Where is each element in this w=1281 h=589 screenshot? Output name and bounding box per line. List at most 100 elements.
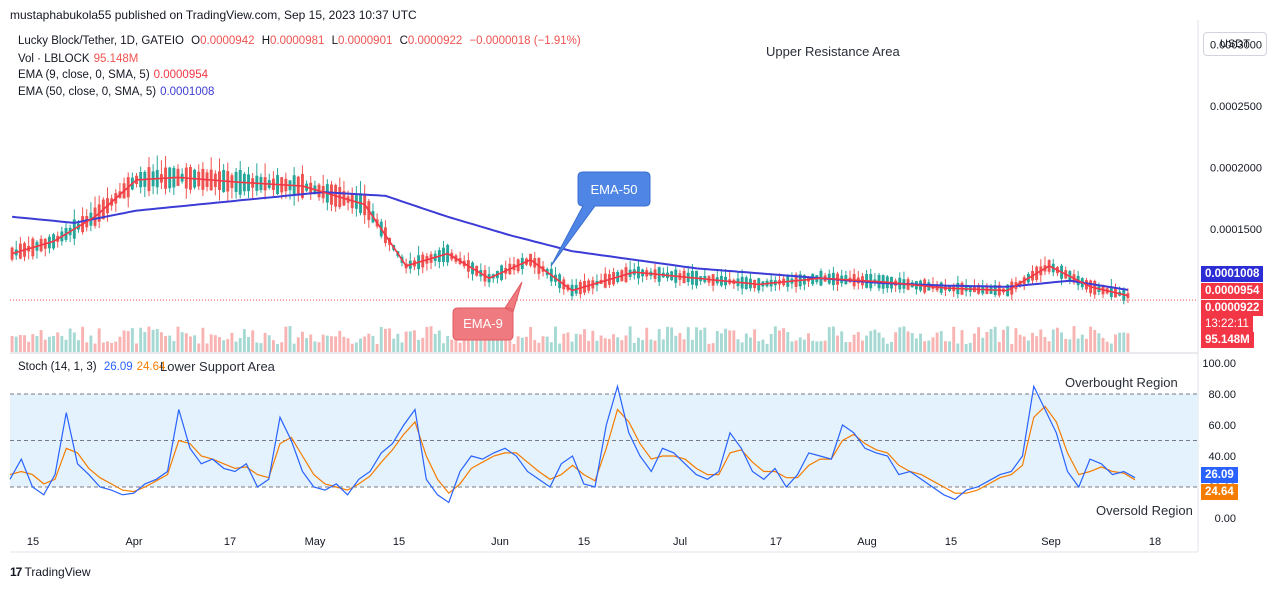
volume-bar — [914, 338, 918, 352]
volume-legend: Vol · LBLOCK 95.148M — [18, 53, 139, 65]
volume-bar — [902, 326, 906, 352]
volume-bar — [910, 333, 914, 352]
volume-bar — [1014, 328, 1018, 352]
volume-bar — [35, 335, 39, 352]
volume-bar — [968, 342, 972, 352]
volume-bar — [85, 342, 89, 352]
volume-bar — [1118, 332, 1122, 352]
volume-bar — [1097, 333, 1101, 352]
volume-bar — [524, 336, 528, 352]
time-tick-label: Aug — [857, 536, 877, 548]
volume-bar — [1039, 329, 1043, 352]
stoch-d-line — [9, 405, 1136, 495]
volume-bar — [641, 339, 645, 352]
volume-bar — [23, 335, 26, 352]
volume-bar — [1022, 336, 1026, 352]
volume-bar — [836, 335, 840, 352]
volume-bar — [923, 341, 927, 352]
volume-bar — [1084, 338, 1088, 352]
volume-bar — [686, 327, 690, 352]
volume-bar — [732, 330, 736, 352]
volume-bar — [1122, 332, 1126, 352]
volume-bar — [334, 336, 338, 352]
volume-bar — [744, 333, 748, 352]
volume-bar — [574, 333, 578, 352]
volume-bar — [666, 326, 669, 352]
volume-bar — [898, 327, 902, 352]
volume-bar — [549, 342, 553, 352]
volume-bar — [205, 343, 209, 352]
volume-bar — [616, 337, 620, 352]
volume-bar — [155, 329, 159, 352]
volume-bar — [367, 333, 371, 352]
volume-bar — [952, 326, 956, 352]
close-value: C0.0000922 — [399, 35, 463, 47]
volume-bar — [529, 326, 533, 352]
volume-bar — [865, 335, 869, 352]
volume-bar — [960, 330, 964, 352]
volume-bar — [612, 334, 616, 352]
volume-bar — [769, 333, 773, 352]
volume-bar — [1047, 341, 1051, 352]
volume-bar — [578, 334, 582, 352]
volume-bar — [1101, 337, 1105, 352]
volume-bar — [981, 337, 985, 352]
volume-bar — [271, 340, 275, 352]
volume-bar — [956, 343, 960, 352]
volume-bar — [1018, 334, 1022, 352]
volume-bar — [412, 330, 416, 352]
time-tick-label: Sep — [1041, 536, 1061, 548]
volume-bar — [927, 340, 931, 352]
volume-bar — [570, 341, 574, 352]
volume-bar — [1072, 326, 1076, 352]
volume-bar — [943, 341, 947, 352]
volume-bar — [267, 335, 271, 352]
volume-bar — [1109, 343, 1113, 352]
time-tick-label: 15 — [578, 536, 590, 548]
volume-bar — [856, 332, 860, 352]
volume-bar — [76, 340, 80, 352]
ema50-legend: EMA (50, close, 0, SMA, 5) 0.0001008 — [18, 86, 215, 98]
volume-bar — [462, 334, 466, 352]
volume-bar — [533, 340, 537, 352]
volume-bar — [798, 337, 802, 352]
volume-bar — [566, 332, 570, 352]
volume-bar — [645, 327, 649, 352]
countdown-tag: 13:22:11 — [1201, 316, 1253, 332]
volume-bar — [778, 330, 781, 352]
currency-selector[interactable]: USDT — [1203, 32, 1267, 56]
volume-bar — [317, 342, 321, 352]
volume-bar — [68, 328, 72, 352]
volume-bar — [47, 336, 51, 352]
volume-bar — [500, 329, 504, 352]
volume-bar — [1002, 329, 1005, 352]
ema50-callout — [550, 171, 651, 267]
volume-bar — [288, 326, 292, 352]
volume-bar — [715, 331, 719, 352]
volume-bar — [126, 331, 130, 352]
volume-bar — [827, 327, 831, 352]
tradingview-footer[interactable]: 17 TradingView — [10, 565, 91, 579]
volume-bar — [363, 336, 367, 352]
volume-bar — [342, 336, 346, 352]
volume-bar — [346, 338, 350, 352]
volume-bar — [1055, 327, 1059, 352]
volume-bar — [188, 336, 192, 352]
volume-bar — [558, 343, 562, 352]
volume-bar — [636, 337, 640, 352]
stoch-legend: Stoch (14, 1, 3) 26.09 24.64 — [18, 361, 166, 373]
upper-resistance-label: Upper Resistance Area — [766, 44, 900, 59]
volume-bar — [919, 333, 922, 352]
time-tick-label: 17 — [224, 536, 236, 548]
volume-bar — [690, 339, 694, 352]
volume-bar — [699, 330, 703, 352]
volume-bar — [852, 334, 856, 352]
volume-bar — [176, 326, 180, 352]
ema50-value: 0.0001008 — [160, 86, 215, 98]
volume-bar — [238, 337, 242, 352]
volume-bar — [471, 334, 474, 352]
volume-bar — [537, 342, 541, 352]
volume-bar — [674, 335, 678, 352]
time-tick-label: May — [305, 536, 326, 548]
